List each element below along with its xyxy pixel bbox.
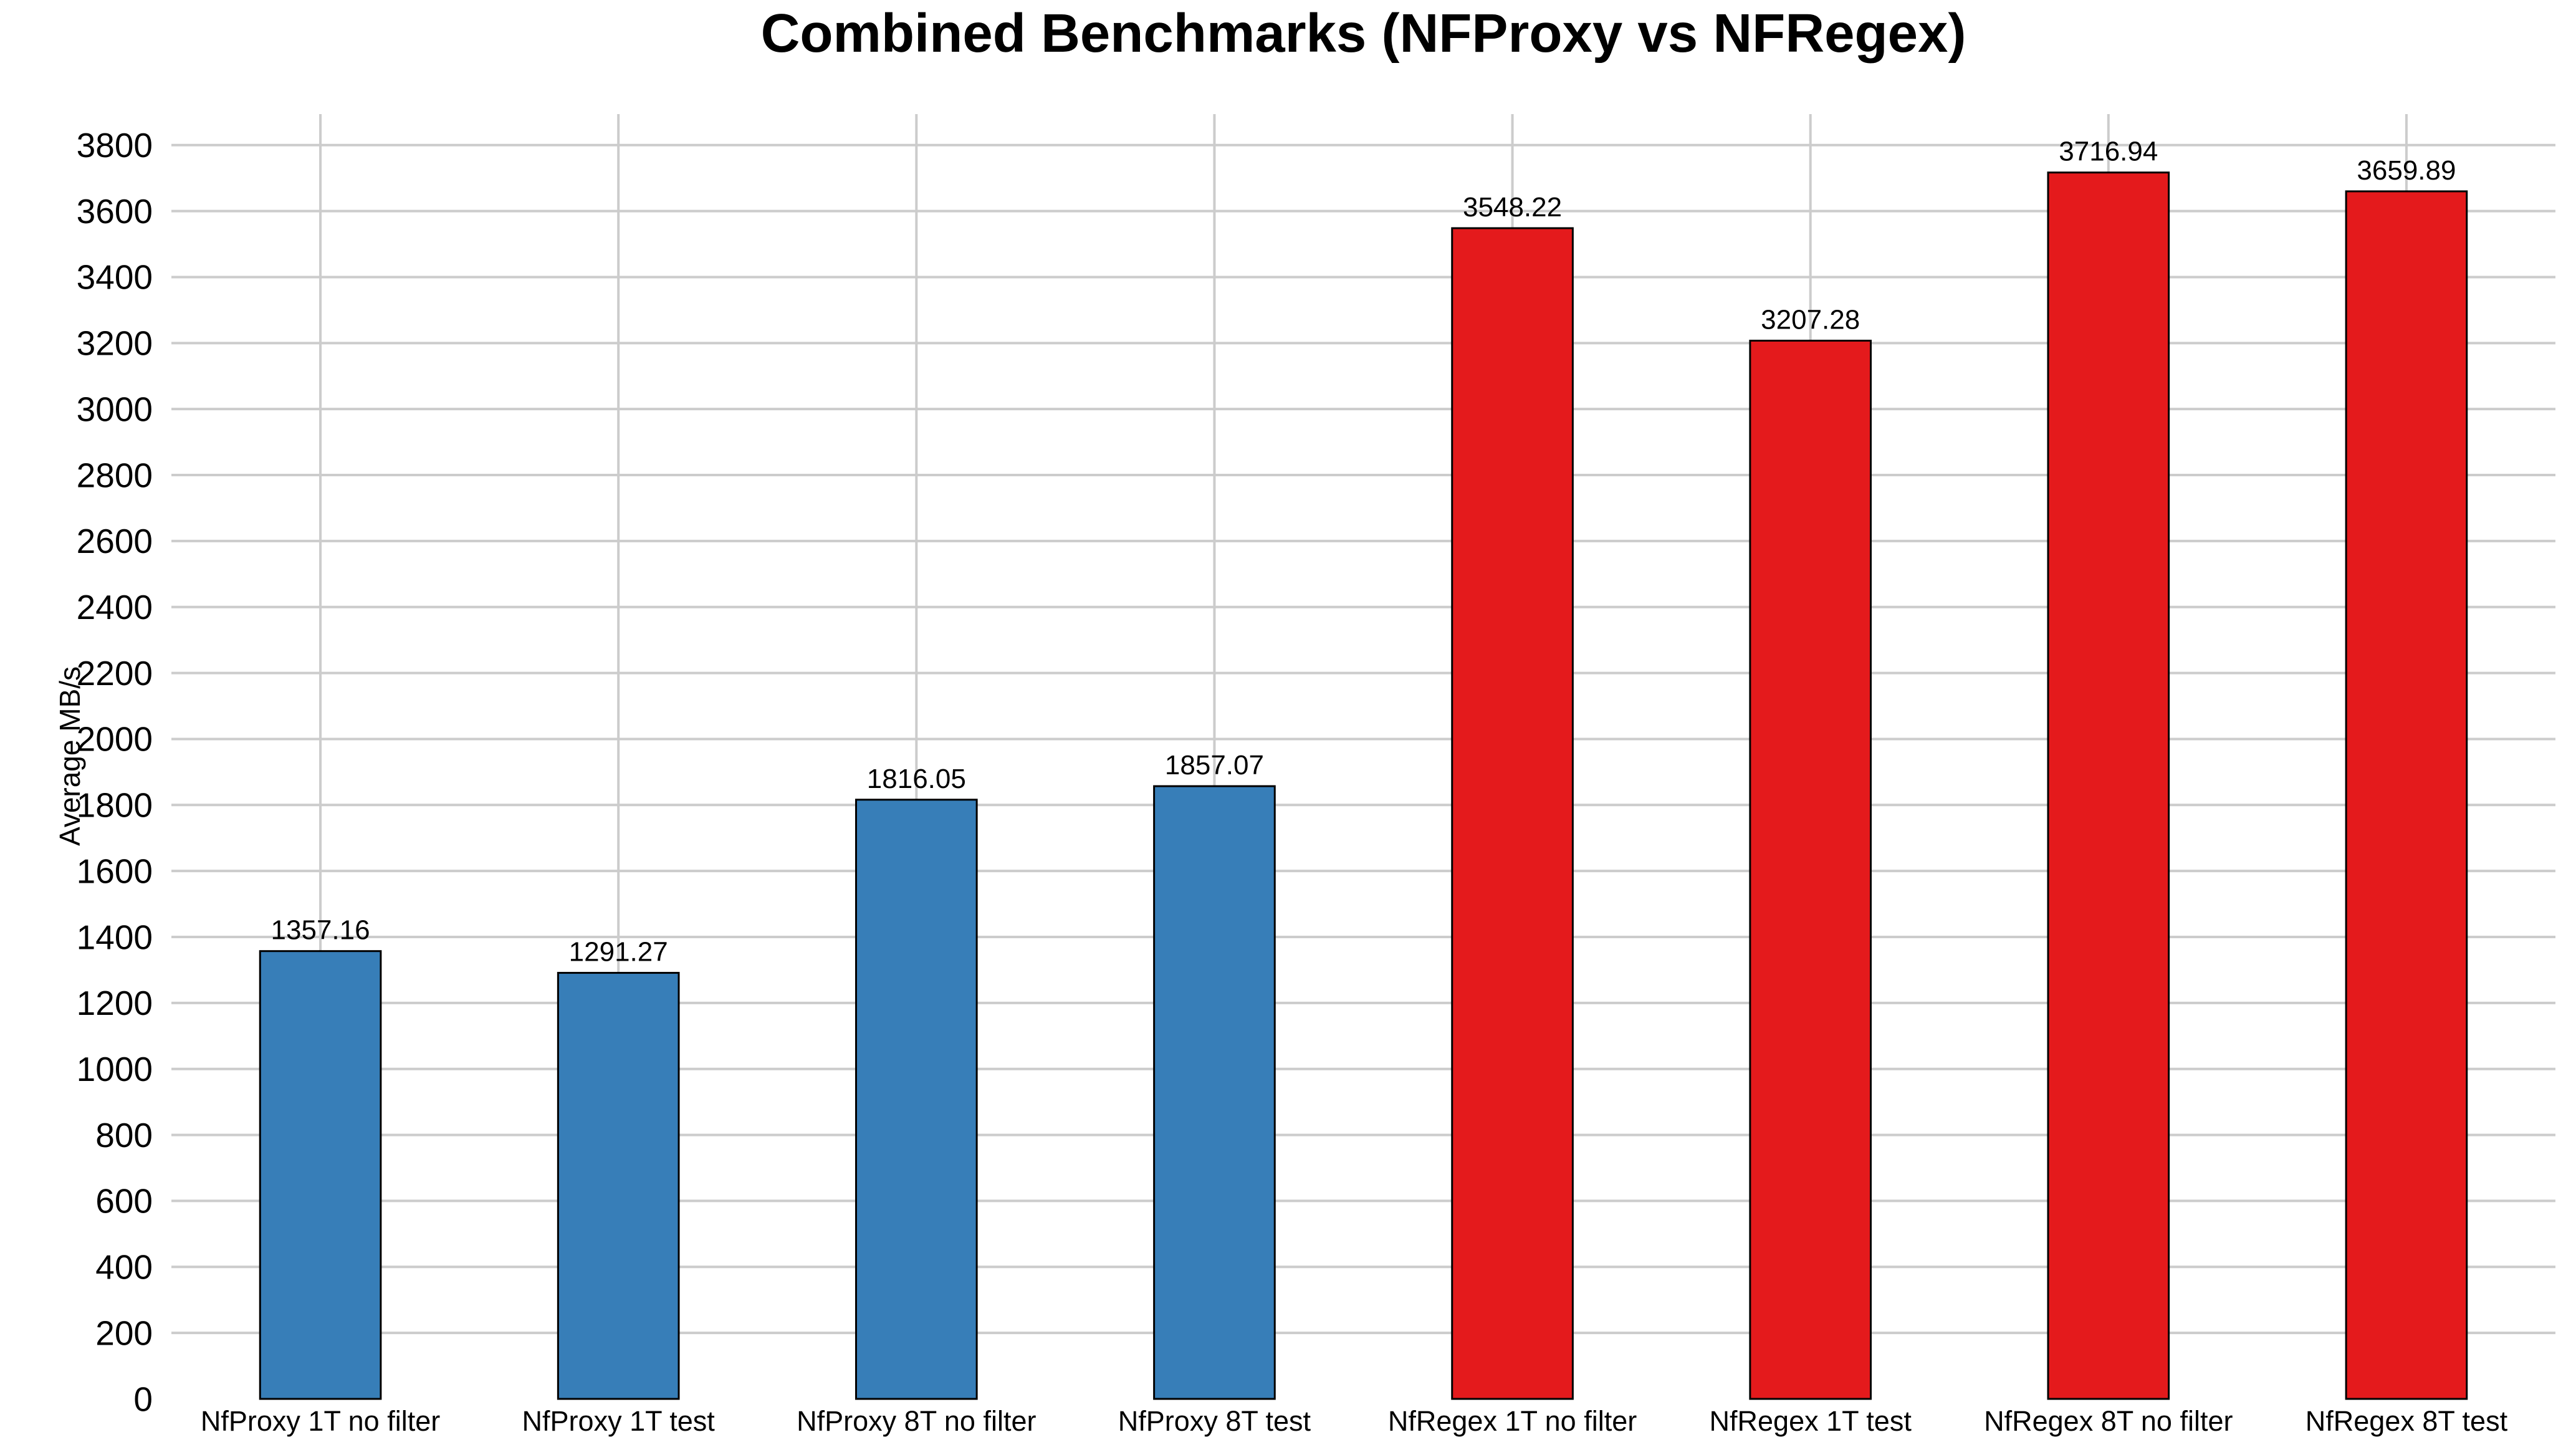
- bar-nfproxy-8t-no-filter: [855, 799, 978, 1400]
- bar-value-label: 3716.94: [2059, 137, 2158, 167]
- y-tick-label: 200: [95, 1313, 153, 1352]
- y-tick-label: 0: [133, 1380, 153, 1418]
- x-tick-label: NfProxy 1T test: [522, 1405, 716, 1437]
- bar-value-label: 1291.27: [569, 937, 668, 968]
- y-tick-label: 3200: [77, 324, 153, 363]
- y-tick-label: 3400: [77, 258, 153, 297]
- y-tick-label: 800: [95, 1116, 153, 1155]
- y-tick-label: 2000: [77, 720, 153, 759]
- y-tick-label: 2800: [77, 456, 153, 494]
- x-tick-label: NfRegex 1T test: [1710, 1405, 1912, 1437]
- y-tick-label: 1800: [77, 786, 153, 825]
- bar-value-label: 3548.22: [1463, 192, 1562, 223]
- x-tick-label: NfRegex 1T no filter: [1388, 1405, 1637, 1437]
- bar-nfproxy-8t-test: [1153, 785, 1276, 1400]
- bar-nfproxy-1t-no-filter: [259, 950, 382, 1400]
- bar-nfregex-8t-no-filter: [2047, 171, 2170, 1400]
- y-tick-label: 1400: [77, 918, 153, 956]
- x-tick-label: NfProxy 8T no filter: [797, 1405, 1036, 1437]
- y-tick-label: 3600: [77, 192, 153, 231]
- bar-nfproxy-1t-test: [557, 972, 680, 1400]
- bar-nfregex-1t-test: [1749, 339, 1872, 1400]
- y-tick-label: 1600: [77, 852, 153, 890]
- y-tick-label: 3800: [77, 126, 153, 165]
- bar-value-label: 3207.28: [1761, 304, 1860, 335]
- bar-nfregex-8t-test: [2345, 190, 2468, 1400]
- y-tick-label: 2200: [77, 654, 153, 693]
- y-tick-label: 2600: [77, 522, 153, 560]
- bar-nfregex-1t-no-filter: [1451, 227, 1574, 1400]
- bar-value-label: 1357.16: [271, 915, 370, 946]
- x-tick-label: NfProxy 1T no filter: [201, 1405, 440, 1437]
- y-tick-label: 3000: [77, 390, 153, 428]
- y-tick-label: 2400: [77, 588, 153, 627]
- y-tick-label: 1000: [77, 1050, 153, 1088]
- x-tick-label: NfRegex 8T test: [2305, 1405, 2508, 1437]
- y-tick-label: 600: [95, 1182, 153, 1221]
- y-tick-label: 400: [95, 1248, 153, 1287]
- bar-value-label: 3659.89: [2357, 155, 2456, 186]
- bar-value-label: 1816.05: [867, 764, 966, 794]
- x-tick-label: NfRegex 8T no filter: [1984, 1405, 2233, 1437]
- x-tick-label: NfProxy 8T test: [1118, 1405, 1311, 1437]
- y-tick-label: 1200: [77, 984, 153, 1022]
- bar-value-label: 1857.07: [1165, 750, 1264, 780]
- chart-title: Combined Benchmarks (NFProxy vs NFRegex): [760, 3, 1966, 64]
